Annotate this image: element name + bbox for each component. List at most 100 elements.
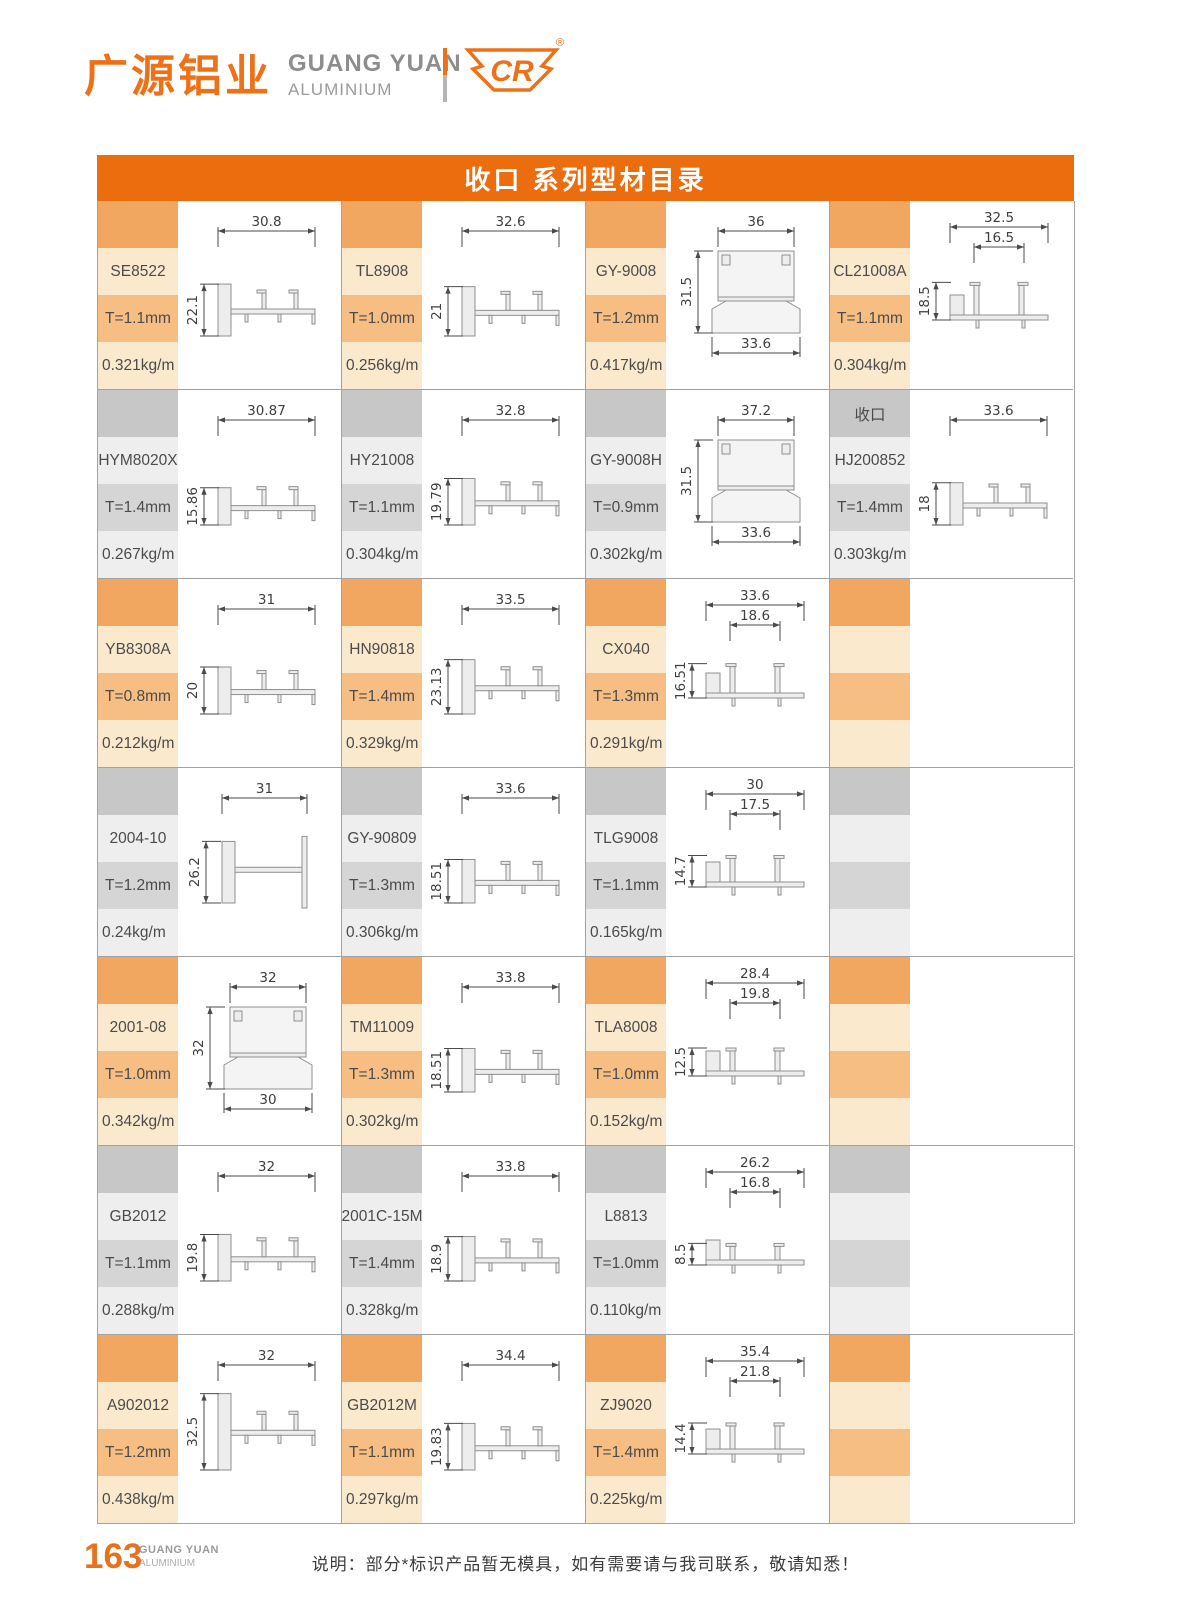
product-code: TM11009 <box>349 1018 415 1036</box>
product-weight-band: 0.110kg/m <box>586 1287 666 1334</box>
product-weight: 0.256kg/m <box>346 356 419 374</box>
product-weight-band <box>830 909 910 956</box>
footer-brand-en: GUANG YUAN <box>139 1544 219 1556</box>
svg-text:28.4: 28.4 <box>740 967 770 982</box>
product-code: GY-90809 <box>347 829 417 847</box>
product-label-column: YB8308A T=0.8mm 0.212kg/m <box>98 579 178 767</box>
product-code: L8813 <box>604 1207 648 1225</box>
svg-text:31: 31 <box>256 781 273 797</box>
product-weight-band <box>830 1476 910 1523</box>
product-code: 2001C-15M <box>341 1207 423 1225</box>
product-weight: 0.225kg/m <box>590 1490 663 1508</box>
product-tag-band <box>830 957 910 1004</box>
product-tag-band <box>830 579 910 626</box>
product-code-band <box>830 1193 910 1240</box>
product-thickness-band: T=1.2mm <box>98 1429 178 1476</box>
product-weight-band: 0.297kg/m <box>342 1476 422 1523</box>
svg-text:33.8: 33.8 <box>495 970 525 986</box>
product-label-column <box>830 579 910 767</box>
product-code: HYM8020X <box>98 451 178 469</box>
svg-text:18.6: 18.6 <box>740 608 770 624</box>
registered-mark: ® <box>556 37 564 49</box>
svg-text:32: 32 <box>258 1348 275 1364</box>
product-weight-band: 0.329kg/m <box>342 720 422 767</box>
product-weight: 0.297kg/m <box>346 1490 419 1508</box>
product-thickness: T=1.1mm <box>349 1443 415 1461</box>
profile-drawing <box>910 579 1073 767</box>
product-cell: CL21008A T=1.1mm 0.304kg/m 32.5 16.5 18.5 <box>829 201 1073 390</box>
svg-text:32.5: 32.5 <box>984 211 1014 226</box>
product-code-band: TL8908 <box>342 248 422 295</box>
product-thickness-band: T=1.1mm <box>586 862 666 909</box>
profile-drawing: 32.6 21 <box>422 201 585 389</box>
product-weight-band <box>830 1098 910 1145</box>
profile-drawing: 31 26.2 <box>178 768 341 956</box>
product-weight-band: 0.438kg/m <box>98 1476 178 1523</box>
product-code-band: 2001-08 <box>98 1004 178 1051</box>
product-code-band: A902012 <box>98 1382 178 1429</box>
product-code-band: TM11009 <box>342 1004 422 1051</box>
svg-text:21.8: 21.8 <box>740 1364 770 1380</box>
profile-drawing: 31 20 <box>178 579 341 767</box>
svg-text:19.8: 19.8 <box>740 986 770 1002</box>
product-tag-band <box>342 1146 422 1193</box>
product-thickness: T=1.2mm <box>105 876 171 894</box>
profile-drawing: 33.6 18 <box>910 390 1073 578</box>
product-thickness-band: T=1.1mm <box>98 295 178 342</box>
product-code-band: HJ200852 <box>830 437 910 484</box>
product-thickness-band: T=1.4mm <box>342 1240 422 1287</box>
product-cell: TLA8008 T=1.0mm 0.152kg/m 28.4 19.8 12.5 <box>585 957 829 1146</box>
svg-text:33.6: 33.6 <box>741 336 771 352</box>
page-number: 163 <box>84 1537 143 1576</box>
product-label-column: CL21008A T=1.1mm 0.304kg/m <box>830 201 910 389</box>
product-code-band: L8813 <box>586 1193 666 1240</box>
brand-subtitle: ALUMINIUM <box>288 80 393 99</box>
profile-drawing: 30 17.5 14.7 <box>666 768 829 956</box>
svg-text:30.8: 30.8 <box>251 214 281 230</box>
profile-drawing: 32.8 19.79 <box>422 390 585 578</box>
product-thickness-band: T=1.1mm <box>830 295 910 342</box>
product-code: GY-9008H <box>590 451 662 469</box>
product-thickness-band: T=1.1mm <box>342 484 422 531</box>
product-tag-band <box>586 390 666 437</box>
svg-text:16.5: 16.5 <box>984 230 1014 246</box>
product-label-column: GB2012 T=1.1mm 0.288kg/m <box>98 1146 178 1334</box>
product-label-column: A902012 T=1.2mm 0.438kg/m <box>98 1335 178 1523</box>
product-tag-band <box>98 957 178 1004</box>
product-tag-band <box>98 1335 178 1382</box>
product-code-band: TLA8008 <box>586 1004 666 1051</box>
product-weight: 0.302kg/m <box>590 545 663 563</box>
product-weight: 0.438kg/m <box>102 1490 175 1508</box>
product-code-band <box>830 815 910 862</box>
product-tag-band <box>830 201 910 248</box>
profile-cross-section-drawing: 32 19.8 <box>185 1159 316 1282</box>
svg-text:32.6: 32.6 <box>495 214 525 230</box>
svg-text:17.5: 17.5 <box>740 797 770 813</box>
product-code: TL8908 <box>355 262 409 280</box>
product-thickness: T=1.4mm <box>105 498 171 516</box>
svg-text:14.7: 14.7 <box>673 856 689 886</box>
product-tag-band <box>98 390 178 437</box>
svg-text:20: 20 <box>185 682 201 699</box>
product-weight: 0.288kg/m <box>102 1301 175 1319</box>
product-weight: 0.291kg/m <box>590 734 663 752</box>
product-weight-band: 0.303kg/m <box>830 531 910 578</box>
svg-text:33.6: 33.6 <box>983 403 1013 419</box>
product-thickness: T=1.3mm <box>593 687 659 705</box>
catalog-title: 收口 系列型材目录 <box>464 164 707 195</box>
profile-drawing: 28.4 19.8 12.5 <box>666 957 829 1145</box>
product-code: A902012 <box>106 1396 170 1414</box>
product-code: 2001-08 <box>109 1018 167 1036</box>
svg-text:14.4: 14.4 <box>673 1423 689 1453</box>
product-label-column: 2001-08 T=1.0mm 0.342kg/m <box>98 957 178 1145</box>
product-thickness: T=1.1mm <box>105 309 171 327</box>
profile-cross-section-drawing: 37.2 31.5 33.6 <box>679 403 801 546</box>
product-thickness-band: T=1.3mm <box>342 1051 422 1098</box>
product-weight-band: 0.291kg/m <box>586 720 666 767</box>
product-code: GB2012 <box>109 1207 167 1225</box>
svg-text:31.5: 31.5 <box>679 466 695 496</box>
product-cell: TLG9008 T=1.1mm 0.165kg/m 30 17.5 14.7 <box>585 768 829 957</box>
profile-cross-section-drawing: 32 32.5 <box>185 1348 316 1471</box>
product-thickness: T=1.3mm <box>349 876 415 894</box>
